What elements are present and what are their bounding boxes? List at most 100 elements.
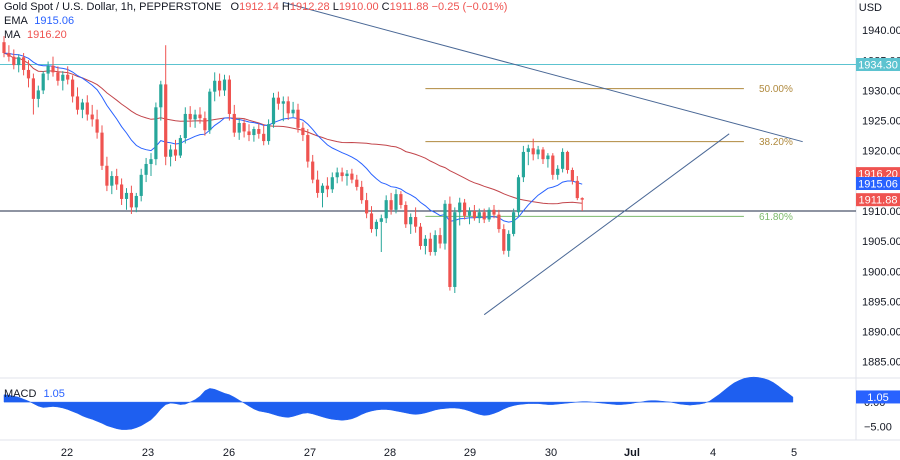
candle[interactable]	[183, 107, 187, 144]
candle[interactable]	[267, 119, 271, 145]
candle[interactable]	[17, 54, 21, 73]
ma-line[interactable]	[3, 52, 583, 205]
candle[interactable]	[570, 167, 574, 185]
candle[interactable]	[22, 53, 26, 76]
price-axis[interactable]: 1940.001935.001930.001925.001920.001915.…	[856, 25, 900, 369]
candle[interactable]	[453, 207, 457, 293]
candle[interactable]	[575, 176, 579, 201]
candle[interactable]	[365, 192, 369, 219]
candle[interactable]	[80, 98, 84, 119]
candle[interactable]	[281, 96, 285, 122]
price-tag[interactable]: 1915.06	[856, 176, 900, 191]
ema-legend[interactable]: EMA 1915.06	[4, 15, 74, 28]
candle[interactable]	[301, 122, 305, 142]
candle[interactable]	[330, 172, 334, 193]
candle[interactable]	[536, 145, 540, 160]
candle[interactable]	[198, 107, 202, 124]
candle[interactable]	[497, 209, 501, 233]
price-tag[interactable]: 1911.88	[856, 193, 900, 207]
candle[interactable]	[340, 167, 344, 182]
candle[interactable]	[418, 223, 423, 250]
candle[interactable]	[409, 213, 413, 234]
candle[interactable]	[193, 109, 197, 128]
candle[interactable]	[507, 230, 511, 257]
candle[interactable]	[227, 75, 231, 121]
candle[interactable]	[232, 104, 236, 137]
candle[interactable]	[51, 56, 55, 77]
candle[interactable]	[551, 153, 555, 180]
candle[interactable]	[41, 71, 45, 95]
candle[interactable]	[134, 192, 138, 213]
candle[interactable]	[120, 178, 124, 205]
candle[interactable]	[580, 197, 584, 212]
candle[interactable]	[512, 208, 516, 237]
plot-area[interactable]: 50.00% 38.20% 61.80%	[0, 0, 900, 441]
candle[interactable]	[271, 92, 276, 128]
candle[interactable]	[164, 45, 168, 166]
price-tag[interactable]: 1934.30	[856, 58, 900, 72]
candle[interactable]	[144, 157, 148, 183]
candle[interactable]	[203, 111, 207, 136]
candle[interactable]	[85, 95, 89, 121]
candle[interactable]	[556, 165, 560, 180]
candle[interactable]	[159, 80, 163, 121]
candle[interactable]	[129, 185, 133, 215]
candle[interactable]	[105, 156, 109, 192]
candle[interactable]	[541, 147, 545, 164]
ema-line[interactable]	[3, 52, 583, 223]
candle[interactable]	[188, 106, 192, 128]
candle[interactable]	[66, 66, 70, 85]
candle[interactable]	[31, 73, 35, 115]
candle[interactable]	[154, 102, 158, 166]
candle[interactable]	[252, 126, 256, 142]
ascending-trendline[interactable]	[483, 133, 730, 316]
candle[interactable]	[565, 150, 570, 174]
candle[interactable]	[482, 208, 486, 224]
candle[interactable]	[262, 124, 266, 146]
candle[interactable]	[458, 197, 462, 226]
candle[interactable]	[100, 125, 104, 171]
candle[interactable]	[291, 101, 295, 117]
candle[interactable]	[257, 123, 261, 139]
candle[interactable]	[526, 144, 530, 166]
descending-trendline[interactable]	[283, 1, 803, 143]
candle[interactable]	[394, 189, 398, 214]
candle[interactable]	[546, 153, 550, 168]
macd-area-fill[interactable]	[3, 376, 794, 430]
candle[interactable]	[389, 192, 393, 215]
candle[interactable]	[286, 96, 290, 120]
candle[interactable]	[423, 235, 427, 255]
candle[interactable]	[325, 177, 329, 198]
candle[interactable]	[124, 188, 129, 210]
candle[interactable]	[149, 153, 153, 177]
candle[interactable]	[472, 204, 476, 221]
candle[interactable]	[169, 144, 173, 167]
candle[interactable]	[12, 49, 16, 70]
candle[interactable]	[516, 174, 521, 216]
candle[interactable]	[335, 167, 339, 184]
candle[interactable]	[26, 60, 31, 88]
candle[interactable]	[71, 75, 75, 103]
candle[interactable]	[110, 171, 114, 195]
macd-legend[interactable]: MACD 1.05	[4, 388, 65, 401]
candle[interactable]	[61, 71, 65, 91]
candle[interactable]	[139, 168, 143, 202]
candle[interactable]	[350, 168, 354, 184]
candle[interactable]	[36, 85, 40, 108]
candle[interactable]	[438, 227, 442, 249]
candle[interactable]	[213, 72, 217, 102]
candle[interactable]	[404, 201, 408, 228]
candle[interactable]	[477, 208, 481, 224]
candle[interactable]	[46, 61, 50, 81]
candle[interactable]	[502, 224, 506, 255]
candle[interactable]	[433, 230, 437, 256]
candle[interactable]	[242, 119, 246, 138]
candle[interactable]	[306, 129, 310, 168]
candle[interactable]	[320, 183, 325, 208]
candle[interactable]	[369, 206, 374, 233]
candle[interactable]	[218, 73, 222, 97]
candle[interactable]	[355, 174, 359, 191]
candle[interactable]	[311, 154, 315, 184]
candle[interactable]	[487, 207, 491, 222]
